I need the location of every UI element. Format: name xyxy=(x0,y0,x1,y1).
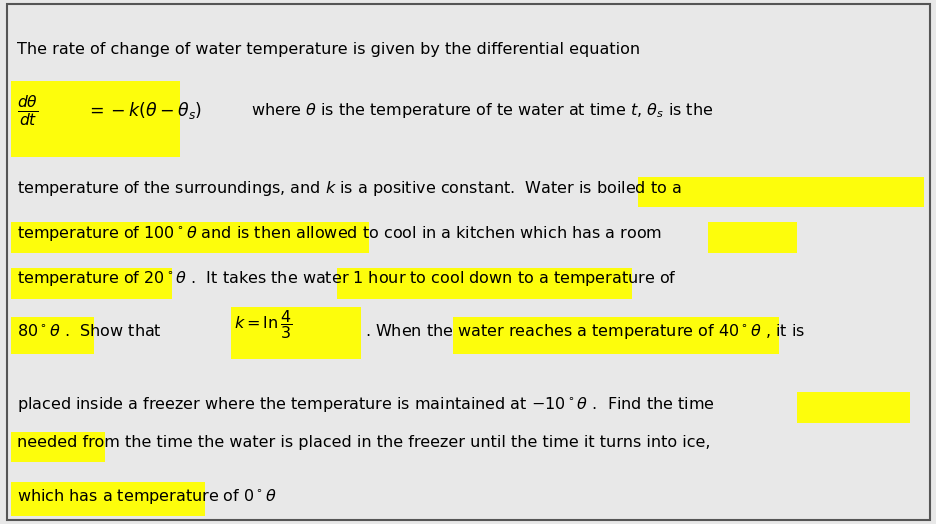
Text: $k=\ln\dfrac{4}{3}$: $k=\ln\dfrac{4}{3}$ xyxy=(234,309,292,341)
Bar xyxy=(11,268,172,299)
Bar xyxy=(231,307,360,359)
Text: temperature of $20^\circ\theta$ .  It takes the water 1 hour to cool down to a t: temperature of $20^\circ\theta$ . It tak… xyxy=(17,269,676,288)
Bar xyxy=(11,482,205,516)
Bar xyxy=(337,268,632,299)
Text: . When the water reaches a temperature of $40^\circ\theta$ , it is: . When the water reaches a temperature o… xyxy=(365,322,805,341)
Text: needed from the time the water is placed in the freezer until the time it turns : needed from the time the water is placed… xyxy=(17,435,709,450)
Bar xyxy=(637,177,923,207)
Text: where $\theta$ is the temperature of te water at time $t$, $\theta_s$ is the: where $\theta$ is the temperature of te … xyxy=(251,101,712,119)
Bar xyxy=(11,81,180,157)
Text: placed inside a freezer where the temperature is maintained at $-10^\circ\theta$: placed inside a freezer where the temper… xyxy=(17,395,714,414)
Text: temperature of $100^\circ\theta$ and is then allowed to cool in a kitchen which : temperature of $100^\circ\theta$ and is … xyxy=(17,224,661,243)
Text: temperature of the surroundings, and $k$ is a positive constant.  Water is boile: temperature of the surroundings, and $k$… xyxy=(17,179,680,198)
Text: $\frac{d\theta}{dt}$: $\frac{d\theta}{dt}$ xyxy=(17,93,38,127)
Bar xyxy=(11,432,105,462)
Bar xyxy=(452,317,778,354)
Bar xyxy=(708,222,797,253)
Text: $=-k(\theta-\theta_s)$: $=-k(\theta-\theta_s)$ xyxy=(86,100,202,121)
Bar xyxy=(797,392,909,423)
Bar xyxy=(11,317,94,354)
Bar xyxy=(11,222,369,253)
Text: The rate of change of water temperature is given by the differential equation: The rate of change of water temperature … xyxy=(17,42,639,57)
Text: which has a temperature of $0^\circ\theta$: which has a temperature of $0^\circ\thet… xyxy=(17,487,277,506)
Text: $80^\circ\theta$ .  Show that: $80^\circ\theta$ . Show that xyxy=(17,323,162,339)
